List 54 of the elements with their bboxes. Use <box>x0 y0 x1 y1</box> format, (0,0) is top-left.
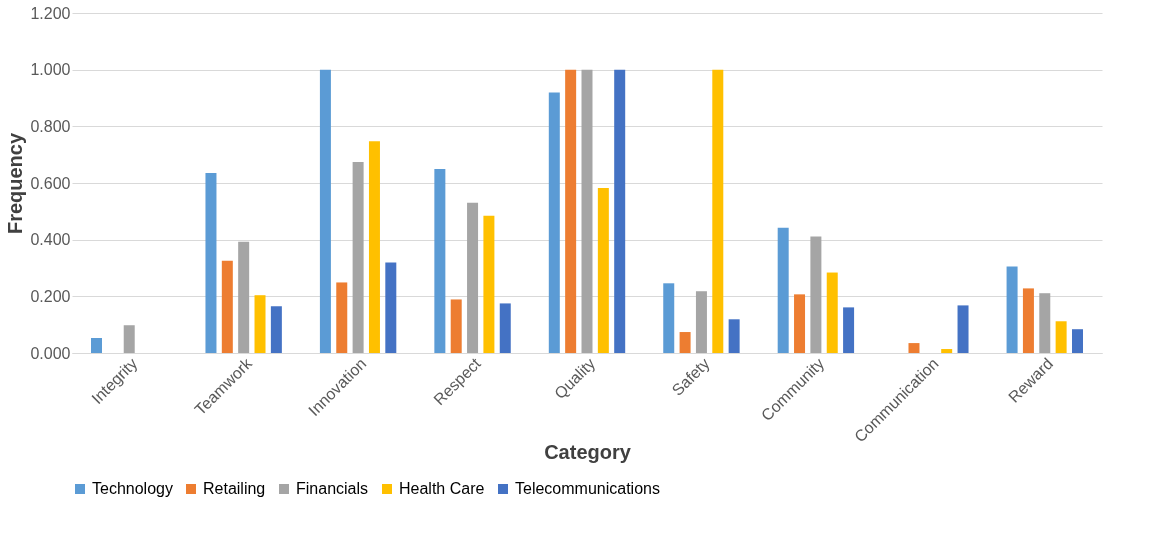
bar <box>270 306 282 353</box>
bar <box>336 282 348 353</box>
bar <box>565 69 577 353</box>
bar <box>679 332 691 353</box>
bar <box>221 260 233 353</box>
y-tick-label: 1.000 <box>30 61 71 79</box>
bar <box>450 299 462 353</box>
legend-label: Telecommunications <box>515 480 660 497</box>
bar <box>123 325 135 353</box>
legend-label: Technology <box>92 480 173 497</box>
bar <box>826 272 838 353</box>
bar <box>238 241 250 353</box>
bar <box>728 319 740 353</box>
bar <box>777 227 789 353</box>
bar <box>352 162 364 353</box>
bar <box>1055 321 1067 353</box>
bar <box>467 202 479 353</box>
bar <box>91 337 103 353</box>
bar <box>1006 266 1018 353</box>
bar <box>614 69 626 353</box>
bar <box>712 69 724 353</box>
bar <box>205 173 217 353</box>
y-tick-label: 0.600 <box>30 174 71 192</box>
y-tick-label: 0.800 <box>30 117 71 135</box>
y-axis-title: Frequency <box>4 132 27 235</box>
bar <box>908 343 920 353</box>
bar <box>499 303 511 353</box>
bar <box>319 69 331 353</box>
bar <box>1039 293 1051 353</box>
legend-label: Retailing <box>203 480 266 497</box>
y-tick-label: 0.000 <box>30 344 71 362</box>
bar <box>385 262 397 353</box>
bar <box>695 291 707 353</box>
legend-label: Health Care <box>399 480 485 497</box>
bar <box>597 188 609 353</box>
y-tick-label: 0.400 <box>30 231 71 249</box>
bar <box>434 169 446 353</box>
bar <box>581 69 593 353</box>
bar <box>794 294 806 353</box>
bar <box>957 305 969 353</box>
legend-label: Financials <box>296 480 369 497</box>
bar <box>483 215 495 353</box>
y-tick-label: 1.200 <box>30 4 71 22</box>
bar <box>1071 329 1083 353</box>
x-axis-title: Category <box>544 441 632 464</box>
bar <box>368 141 380 353</box>
bar <box>810 236 822 353</box>
y-tick-label: 0.200 <box>30 287 71 305</box>
bar <box>663 283 675 353</box>
bar <box>548 92 560 353</box>
bar <box>843 307 855 353</box>
bar <box>1022 288 1034 353</box>
bar <box>941 349 953 353</box>
bar <box>254 295 266 353</box>
